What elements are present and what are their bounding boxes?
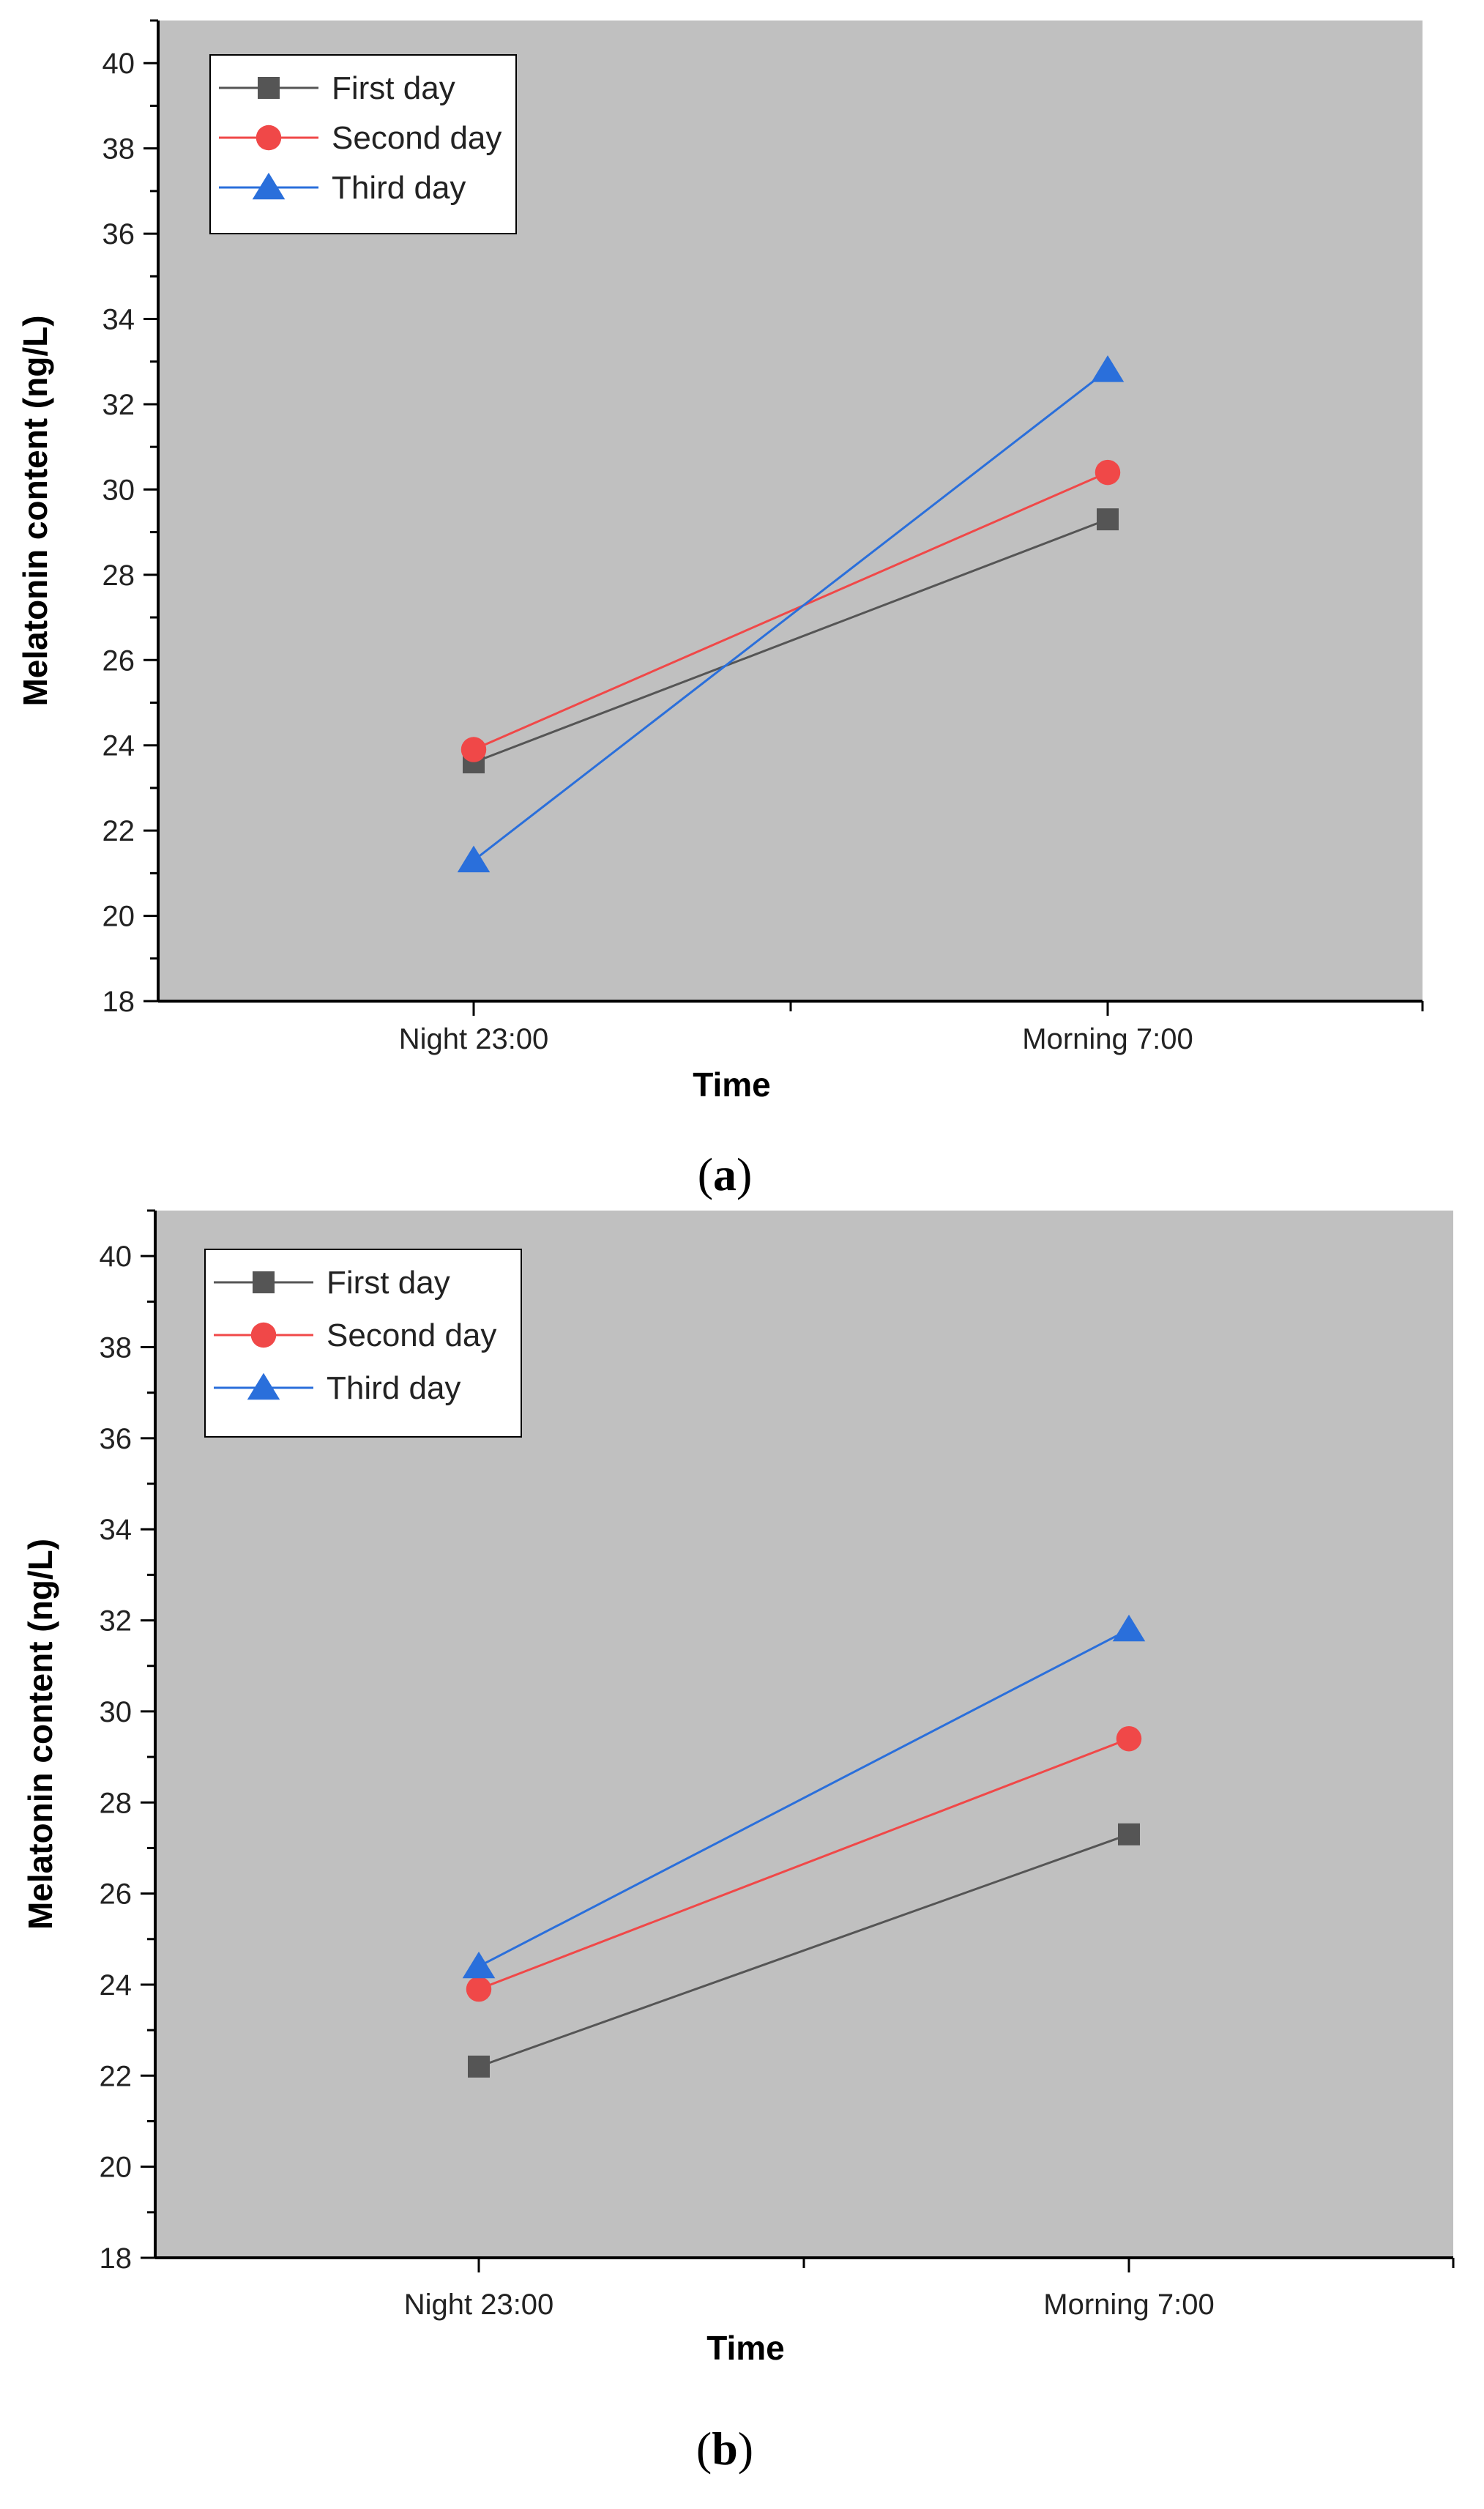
x-tick-label: Morning 7:00 — [1043, 2289, 1214, 2321]
x-tick-label: Night 23:00 — [404, 2289, 554, 2321]
data-point-square — [1097, 508, 1119, 531]
data-point-triangle — [1091, 355, 1125, 382]
x-tick-label: Morning 7:00 — [1022, 1023, 1193, 1055]
legend: First day Second day Third day — [204, 1249, 522, 1438]
x-tick-label: Night 23:00 — [399, 1023, 549, 1055]
y-tick-label: 36 — [100, 1423, 133, 1455]
y-tick-label: 34 — [102, 304, 135, 336]
series-first-day — [463, 508, 1119, 773]
legend-marker-circle — [256, 124, 282, 151]
y-tick-label: 30 — [100, 1696, 133, 1728]
y-tick-label: 26 — [100, 1878, 133, 1911]
legend-marker-square — [258, 77, 280, 99]
legend: First day Second day Third day — [209, 54, 517, 234]
legend-label: Third day — [327, 1370, 461, 1406]
series-third-day — [462, 1614, 1146, 1979]
y-tick-label: 36 — [102, 218, 135, 250]
legend-label: Second day — [332, 120, 501, 156]
legend-marker-square — [253, 1271, 275, 1293]
panel-label: (a) — [698, 1148, 753, 1200]
y-axis-title: Melatonin content (ng/L) — [21, 1539, 59, 1930]
y-axis-title: Melatonin content (ng/L) — [16, 315, 54, 706]
y-tick-label: 32 — [100, 1605, 133, 1638]
y-tick-label: 40 — [100, 1241, 133, 1273]
series-line — [473, 369, 1108, 862]
y-tick-label: 28 — [102, 560, 135, 592]
data-point-triangle — [457, 845, 491, 873]
y-tick-label: 28 — [100, 1787, 133, 1819]
data-point-circle — [1116, 1725, 1142, 1752]
data-point-square — [468, 2055, 490, 2078]
y-tick-label: 18 — [102, 986, 135, 1018]
chart-panel-a: 18 20 22 24 26 28 30 32 34 36 38 40 Night 23:00 Morni… — [16, 19, 1424, 1200]
series-second-day — [466, 1725, 1142, 2002]
y-tick-label: 32 — [102, 389, 135, 421]
panel-label: (b) — [696, 2423, 753, 2475]
legend-marker-circle — [250, 1322, 277, 1348]
legend-label: Second day — [327, 1317, 496, 1353]
y-tick-label: 18 — [100, 2242, 133, 2275]
series-line — [473, 471, 1108, 751]
y-tick-label: 40 — [102, 48, 135, 80]
series-first-day — [468, 1823, 1140, 2078]
series-line — [478, 1628, 1130, 1968]
legend-marker-triangle — [247, 1372, 280, 1400]
legend-marker-triangle — [252, 172, 286, 200]
x-axis-title: Time — [706, 2329, 785, 2367]
series-second-day — [461, 459, 1121, 762]
series-line — [478, 1833, 1130, 2068]
y-tick-label: 24 — [100, 1969, 133, 2001]
y-tick-label: 20 — [102, 901, 135, 933]
data-point-circle — [1095, 459, 1121, 486]
data-point-triangle — [462, 1951, 496, 1979]
legend-label: First day — [332, 70, 455, 106]
y-tick-label: 34 — [100, 1514, 133, 1546]
data-point-square — [1118, 1823, 1140, 1845]
legend-label: First day — [327, 1265, 450, 1301]
chart-panel-b: 18 20 22 24 26 28 30 32 34 36 38 40 Night 23:00 Morni… — [21, 1209, 1455, 2475]
y-tick-label: 38 — [100, 1332, 133, 1364]
y-tick-label: 26 — [102, 644, 135, 677]
y-tick-label: 22 — [100, 2060, 133, 2092]
data-point-circle — [466, 1976, 492, 2002]
series-line — [478, 1737, 1130, 1991]
data-point-triangle — [1112, 1614, 1146, 1642]
y-tick-label: 22 — [102, 815, 135, 847]
y-tick-label: 24 — [102, 730, 135, 762]
y-tick-label: 30 — [102, 474, 135, 506]
x-axis-title: Time — [693, 1066, 771, 1104]
data-point-circle — [461, 737, 487, 762]
y-tick-label: 20 — [100, 2152, 133, 2184]
legend-label: Third day — [332, 170, 466, 206]
y-tick-label: 38 — [102, 133, 135, 166]
series-third-day — [457, 355, 1125, 873]
series-line — [473, 518, 1108, 764]
